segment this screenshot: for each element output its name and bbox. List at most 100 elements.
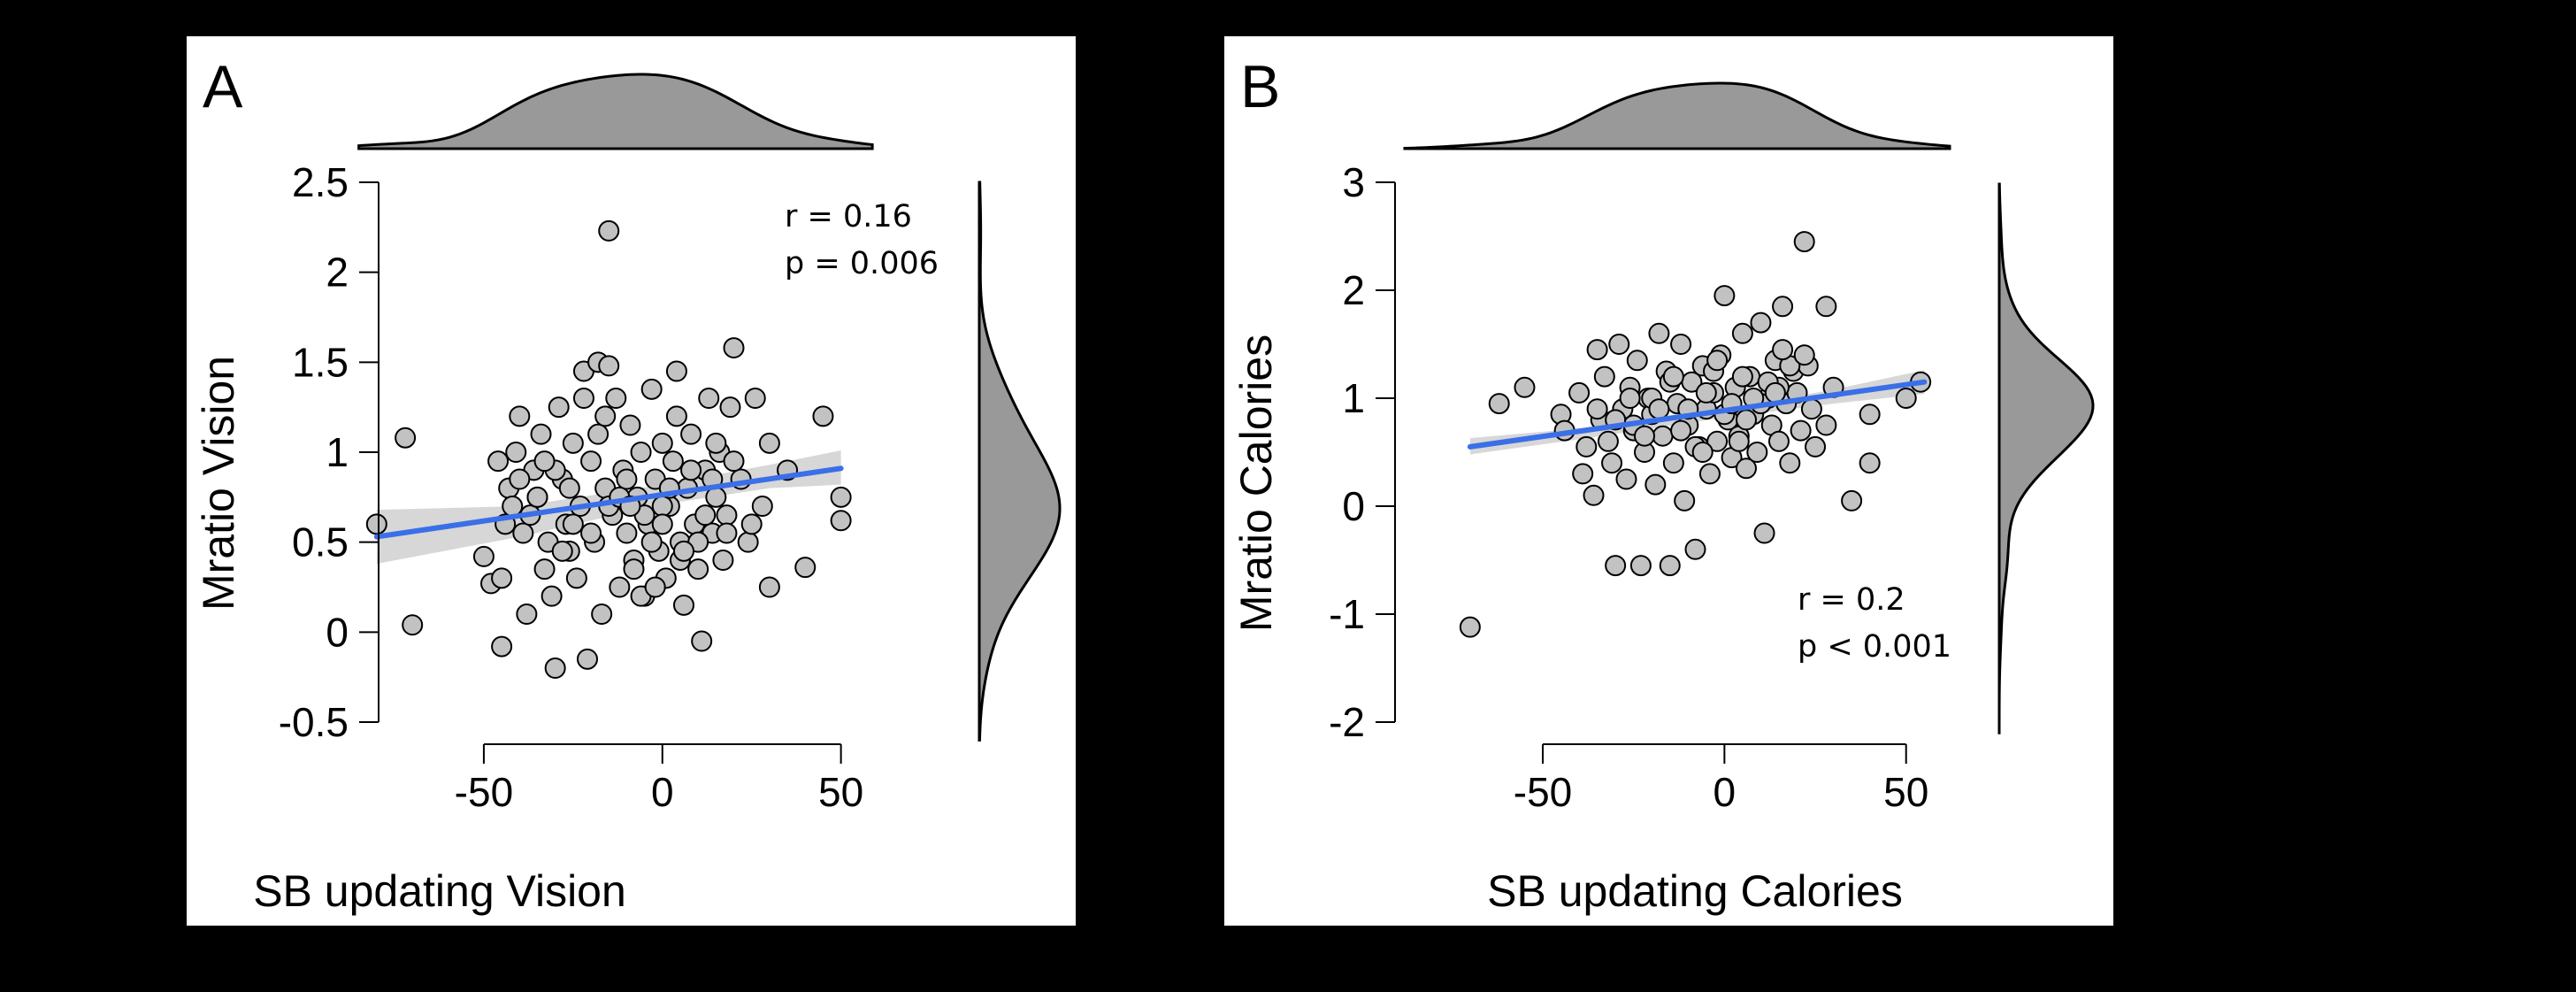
y-axis-title: Mratio Calories [1231, 335, 1281, 632]
data-point [1684, 538, 1706, 560]
x-tick-label: 50 [1883, 769, 1928, 815]
data-point [1608, 334, 1630, 355]
data-point [1841, 489, 1863, 511]
data-point [1895, 388, 1917, 409]
data-point [1750, 311, 1772, 334]
data-point [1568, 381, 1591, 404]
data-point [616, 468, 638, 490]
y-tick-label: 2.5 [292, 159, 349, 205]
x-tick-label: 0 [1714, 769, 1736, 815]
data-point [1626, 350, 1648, 372]
stat-r: r = 0.16 [785, 199, 912, 235]
x-tick-label: -50 [455, 769, 513, 815]
data-point [1488, 393, 1510, 415]
x-axis-title: SB updating Vision [253, 866, 626, 916]
data-point [551, 540, 573, 562]
data-point [630, 442, 652, 463]
y-tick-label: -1 [1329, 591, 1365, 637]
data-point [509, 468, 531, 490]
data-point [651, 513, 673, 535]
data-point [605, 388, 627, 409]
data-point [533, 558, 556, 581]
y-tick-label: 0.5 [292, 519, 349, 565]
data-point [558, 477, 580, 499]
data-point [548, 396, 570, 419]
data-point [1772, 339, 1794, 361]
data-point [1670, 334, 1692, 355]
data-point [694, 504, 717, 527]
data-point [594, 405, 617, 427]
data-point [616, 522, 638, 544]
data-point [1659, 555, 1681, 577]
data-point [651, 496, 673, 517]
data-point [1706, 430, 1729, 452]
data-point [565, 567, 587, 589]
stat-r: r = 0.2 [1798, 582, 1905, 618]
data-point [619, 414, 641, 436]
data-point [716, 504, 738, 527]
data-point [1698, 463, 1721, 485]
data-point [1586, 398, 1608, 420]
y-tick-label: 2 [1342, 267, 1365, 313]
data-point [1714, 285, 1736, 307]
data-point [662, 450, 684, 473]
chart-b: -2 -1 0 1 2 3 -50 0 50 B SB updating Calories M… [1231, 53, 2095, 916]
data-point [580, 450, 602, 473]
data-point [1728, 430, 1750, 452]
data-point [830, 510, 852, 532]
density-y [1997, 182, 2095, 734]
stat-p: p < 0.001 [1798, 629, 1951, 665]
data-point [1662, 452, 1684, 474]
data-point [758, 576, 780, 598]
data-point [472, 545, 494, 567]
data-point [1652, 425, 1674, 447]
data-point [1805, 435, 1827, 458]
chart-a: -0.5 0 0.5 1 1.5 2 2.5 -50 0 50 A SB updating Vi… [194, 53, 1062, 916]
confidence-band [1469, 370, 1925, 455]
data-point [1670, 419, 1692, 442]
data-point [395, 427, 417, 449]
data-point [758, 432, 780, 454]
data-point [716, 522, 738, 544]
data-point [1691, 442, 1714, 463]
data-point [680, 423, 702, 445]
data-point [812, 405, 834, 427]
data-point [1605, 555, 1627, 577]
data-point [1859, 404, 1881, 426]
y-tick-label: 2 [326, 250, 349, 296]
regression-line [1467, 379, 1928, 450]
data-point [1746, 442, 1768, 463]
data-point [698, 388, 720, 409]
y-tick-label: 3 [1342, 159, 1365, 205]
data-point [1790, 419, 1812, 442]
data-point [562, 513, 584, 535]
data-point [580, 522, 602, 544]
density-x [357, 73, 874, 150]
data-point [1619, 388, 1641, 409]
regression-line [373, 465, 844, 540]
data-point [673, 540, 694, 562]
data-point [598, 355, 620, 377]
data-point [680, 459, 702, 481]
data-point [673, 594, 694, 616]
data-point [1593, 365, 1615, 388]
density-x [1403, 81, 1951, 150]
y-tick-label: 1 [1342, 375, 1365, 421]
data-point [665, 405, 687, 427]
data-point [691, 630, 713, 652]
data-point [491, 567, 513, 589]
data-point [526, 486, 548, 508]
data-point [509, 405, 531, 427]
data-point [1767, 430, 1790, 452]
data-point [562, 432, 584, 454]
data-point [623, 558, 645, 581]
data-point [1779, 452, 1801, 474]
data-point [1731, 322, 1753, 344]
panel-label: B [1240, 53, 1280, 120]
data-point [1648, 398, 1670, 420]
data-point [723, 450, 745, 473]
data-point [1736, 409, 1757, 431]
y-tick-label: 1.5 [292, 339, 349, 385]
data-point [723, 337, 745, 359]
data-point [609, 576, 631, 598]
